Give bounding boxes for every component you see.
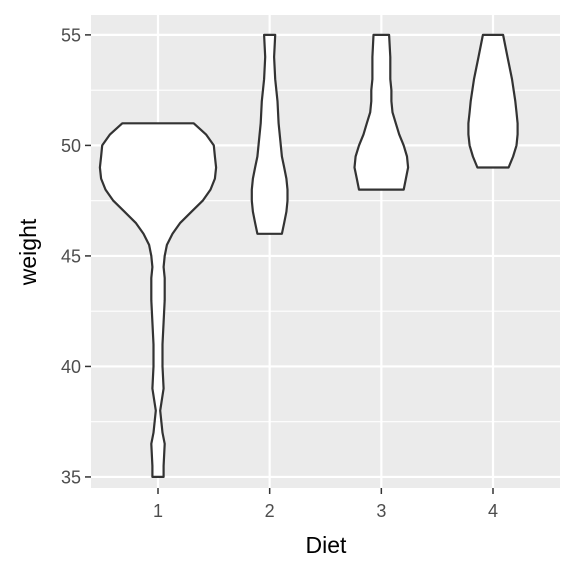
violin-diet-1	[98, 122, 218, 478]
y-axis: 35 40 45 50 55	[61, 25, 91, 487]
x-tick-label: 2	[265, 501, 275, 521]
x-tick-label: 1	[153, 501, 163, 521]
y-axis-title: weight	[15, 218, 41, 286]
violin-diet-2	[250, 33, 289, 235]
x-axis-title: Diet	[306, 532, 348, 558]
violins	[98, 33, 519, 478]
x-tick-label: 3	[376, 501, 386, 521]
y-tick-label: 55	[61, 25, 81, 45]
violin-diet-4	[467, 33, 519, 169]
y-tick-label: 50	[61, 136, 81, 156]
y-tick-label: 40	[61, 357, 81, 377]
x-tick-label: 4	[488, 501, 498, 521]
y-tick-label: 45	[61, 246, 81, 266]
x-axis: 1 2 3 4	[153, 488, 498, 521]
violin-diet-3	[353, 33, 410, 191]
y-tick-label: 35	[61, 467, 81, 487]
